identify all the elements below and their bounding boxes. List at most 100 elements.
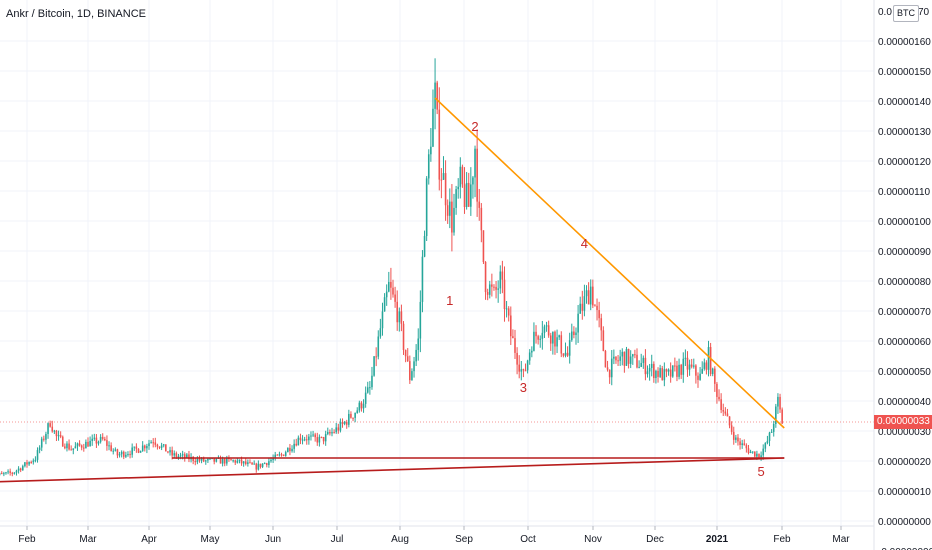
candle-body [680,364,682,375]
candle-body [200,458,203,461]
candle-body [697,375,699,380]
candle-body [392,287,394,295]
candle-body [604,350,607,368]
candle-body [625,349,628,366]
time-scale-label: Feb [18,534,36,545]
candle-body [329,432,331,434]
candle-body [638,366,640,368]
candle-body [51,426,54,432]
candle-body [634,354,636,356]
trendlines[interactable] [0,97,785,483]
candle-body [581,303,584,311]
candle-body [238,459,241,461]
candle-body [613,356,615,359]
time-scale-label: Oct [520,534,536,545]
candle-body [781,409,783,424]
candle-body [80,445,83,448]
candle-body [432,108,434,147]
trendline-resistance[interactable] [434,97,785,429]
candle-body [301,439,304,441]
candle-body [72,448,75,451]
candle-body [53,430,56,432]
candle-body [362,403,365,409]
candle-body [554,331,556,347]
candle-body [276,454,279,456]
candle-body [606,367,609,370]
candle-body [348,413,350,425]
candle-body [45,433,47,440]
candle-body [257,463,260,470]
time-scale-label: Apr [141,534,157,545]
candle-body [55,430,58,437]
price-scale[interactable]: 0.0 70 0.00000160 0.00000150 0.00000140 0.000… [878,7,932,550]
candle-body [596,305,598,311]
currency-badge[interactable]: BTC [893,5,919,22]
time-scale-label: Mar [832,534,850,545]
candle-body [539,338,542,340]
candle-body [676,365,678,377]
price-scale-label: 0.00000140 [878,97,931,108]
candle-body [406,356,409,362]
candle-body [621,351,624,357]
candle-body [333,432,335,434]
last-price-tag: 0.00000033 [874,415,932,429]
candle-body [167,451,169,453]
candle-body [692,365,695,367]
candle-body [402,323,405,350]
price-scale-label: 0.00000000 [878,517,931,528]
candle-body [375,356,377,358]
candle-body [171,450,173,456]
candle-body [770,431,773,433]
candle-body [253,463,255,465]
candle-body [650,363,653,368]
candle-body [665,369,668,372]
candle-body [202,458,205,462]
candle-body [619,356,621,361]
candle-body [318,436,321,443]
candle-body [465,182,468,208]
candle-body [674,365,676,367]
candle-body [118,454,121,456]
price-scale-label: 0.00000120 [878,157,931,168]
candle-body [15,470,18,473]
candle-body [627,349,630,364]
candle-body [293,443,295,449]
candle-body [497,288,499,290]
candle-body [470,184,472,207]
candle-body [448,201,451,216]
candle-body [419,301,422,339]
price-scale-label: 0.0 [878,7,892,18]
price-scale-label: 0.00000160 [878,37,931,48]
candle-body [730,425,733,432]
candle-body [93,437,96,439]
candlestick-series [0,58,783,477]
wave-label: 2 [471,119,478,134]
candle-body [158,446,161,448]
candle-body [101,436,104,439]
candle-body [579,303,582,314]
price-scale-label: 0.00000010 [878,487,931,498]
candle-body [308,436,310,441]
candle-body [552,331,554,344]
candle-body [560,335,563,354]
candle-body [352,417,354,419]
candle-body [234,460,237,463]
candle-body [646,371,649,375]
candle-body [5,472,7,474]
wave-labels: 1 2 3 4 5 [446,119,765,479]
candle-body [129,454,131,456]
candle-body [177,456,180,458]
candle-body [642,357,645,363]
trendline-support-rising[interactable] [0,457,785,483]
wave-label: 3 [520,380,527,395]
time-scale[interactable]: Feb Mar Apr May Jun Jul Aug Sep Oct Nov Dec 2021 Feb… [18,526,850,545]
candle-body [207,458,209,461]
candle-body [221,458,224,464]
candle-body [779,396,781,410]
candle-body [724,411,727,414]
price-scale-label: 0.00000100 [878,217,931,228]
candle-body [589,286,592,305]
candle-body [125,454,127,457]
candle-body [636,354,638,368]
